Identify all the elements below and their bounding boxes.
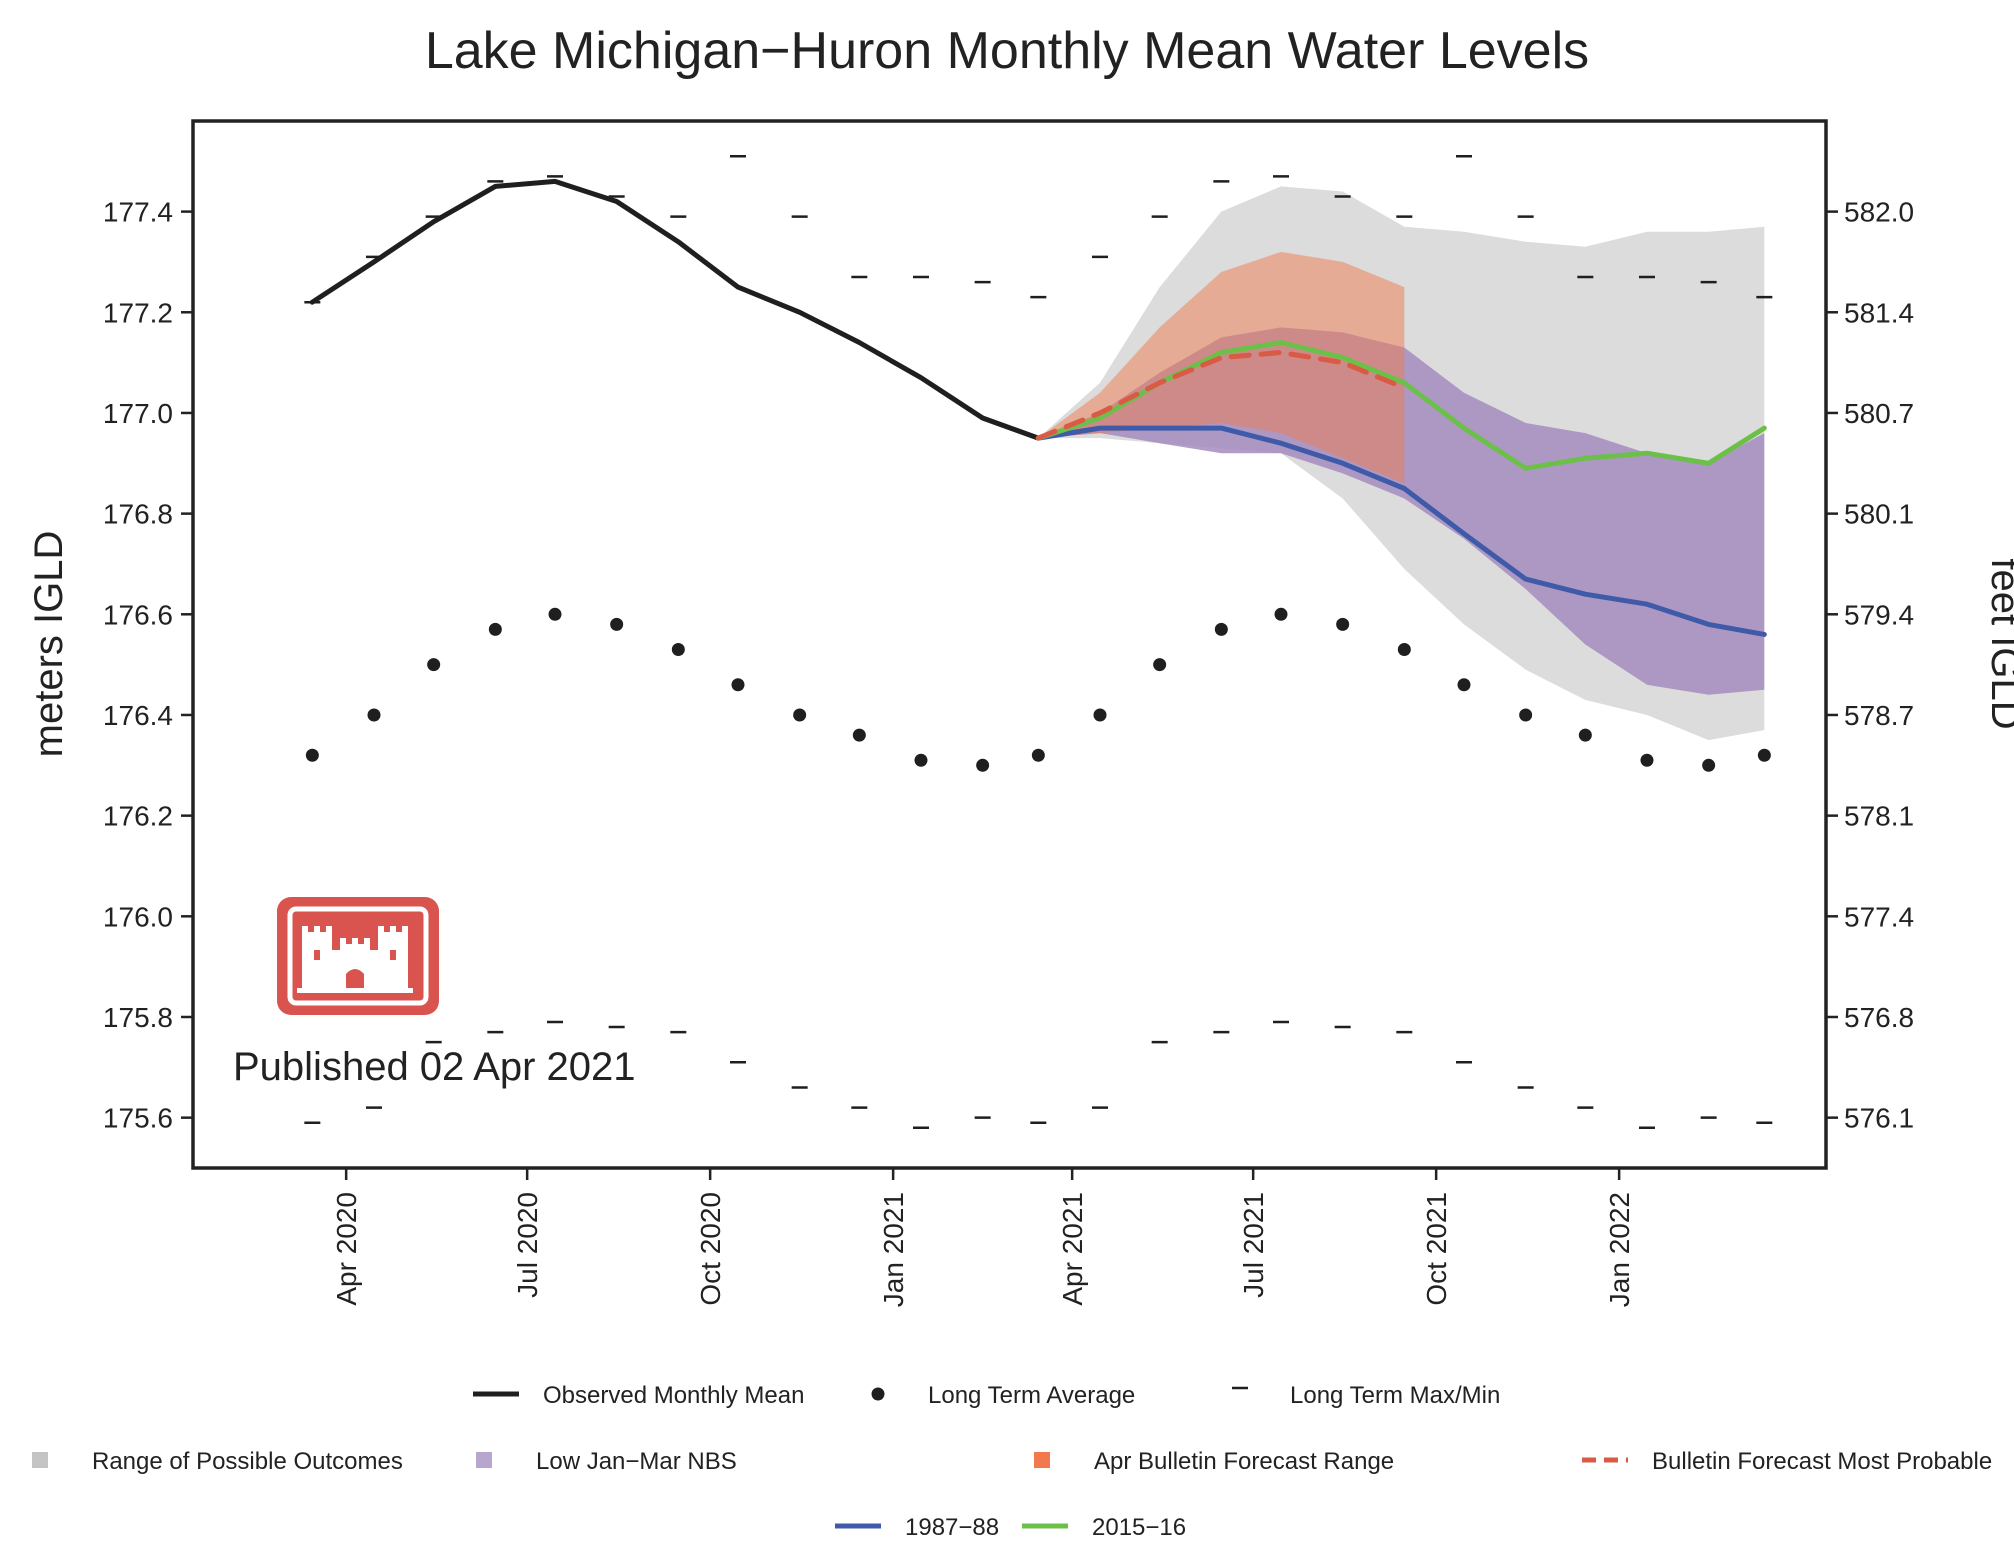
apr-bulletin-forecast-range-band bbox=[1038, 251, 1405, 484]
long-term-average-point bbox=[914, 753, 928, 767]
long-term-average-point bbox=[610, 617, 624, 631]
x-tick-label: Jul 2021 bbox=[1238, 1192, 1269, 1298]
legend-item-avg: Long Term Average bbox=[871, 1382, 1135, 1409]
x-tick-label: Apr 2021 bbox=[1057, 1192, 1088, 1306]
plot-area bbox=[304, 154, 1773, 1129]
x-tick-label: Oct 2021 bbox=[1421, 1192, 1452, 1306]
long-term-average-point bbox=[1031, 748, 1045, 762]
y-tick-label: 177.2 bbox=[103, 297, 173, 328]
y2-tick-label: 580.1 bbox=[1844, 499, 1914, 530]
legend-swatch bbox=[1034, 1452, 1050, 1468]
legend-item-range: Range of Possible Outcomes bbox=[32, 1448, 403, 1475]
x-tick-label: Apr 2020 bbox=[331, 1192, 362, 1306]
y2-tick-label: 581.4 bbox=[1844, 297, 1914, 328]
long-term-average-point bbox=[1578, 728, 1592, 742]
y2-tick-label: 577.4 bbox=[1844, 901, 1914, 932]
legend-swatch bbox=[871, 1387, 885, 1401]
y2-tick-label: 580.7 bbox=[1844, 398, 1914, 429]
legend-label: Apr Bulletin Forecast Range bbox=[1094, 1448, 1394, 1475]
long-term-average-point bbox=[976, 758, 990, 772]
legend-item-nbs: Low Jan−Mar NBS bbox=[476, 1448, 737, 1475]
legend-item-observed: Observed Monthly Mean bbox=[473, 1382, 804, 1409]
legend-item-most_probable: Bulletin Forecast Most Probable bbox=[1582, 1448, 1992, 1475]
y-tick-label: 176.6 bbox=[103, 599, 173, 630]
legend-item-s1987: 1987−88 bbox=[835, 1514, 999, 1541]
legend-label: 2015−16 bbox=[1092, 1514, 1186, 1541]
long-term-average-point bbox=[305, 748, 319, 762]
y-tick-label: 176.8 bbox=[103, 499, 173, 530]
bulletin-forecast-most-probable-line bbox=[1035, 350, 1407, 441]
long-term-average-point bbox=[1336, 617, 1350, 631]
legend-label: Bulletin Forecast Most Probable bbox=[1652, 1448, 1992, 1475]
legend-swatch bbox=[476, 1452, 492, 1468]
legend-swatch bbox=[32, 1452, 48, 1468]
long-term-average-point bbox=[1640, 753, 1654, 767]
y2-tick-label: 582.0 bbox=[1844, 197, 1914, 228]
usace-castle-icon bbox=[277, 897, 439, 1015]
y-tick-label: 176.2 bbox=[103, 801, 173, 832]
long-term-average-point bbox=[731, 678, 745, 692]
long-term-average-point bbox=[1519, 708, 1533, 722]
legend-label: Low Jan−Mar NBS bbox=[536, 1448, 737, 1475]
x-tick-label: Jan 2021 bbox=[878, 1192, 909, 1307]
long-term-average-point bbox=[1757, 748, 1771, 762]
legend-item-s2015: 2015−16 bbox=[1022, 1514, 1186, 1541]
long-term-average-point bbox=[1214, 622, 1228, 636]
y-tick-label: 176.4 bbox=[103, 700, 173, 731]
long-term-average-point bbox=[1702, 758, 1716, 772]
long-term-average-point bbox=[367, 708, 381, 722]
y2-tick-label: 576.8 bbox=[1844, 1002, 1914, 1033]
axes: 175.6 576.1 175.8 576.8 176.0 577.4 176.2 578.1… bbox=[103, 197, 1914, 1308]
y2-tick-label: 579.4 bbox=[1844, 599, 1914, 630]
plot-frame bbox=[191, 119, 1828, 1170]
y-tick-label: 175.6 bbox=[103, 1103, 173, 1134]
long-term-average-point bbox=[1397, 643, 1411, 657]
y-tick-label: 177.4 bbox=[103, 197, 173, 228]
long-term-average-point bbox=[427, 658, 441, 672]
published-date: Published 02 Apr 2021 bbox=[233, 1045, 636, 1089]
x-tick-label: Jan 2022 bbox=[1604, 1192, 1635, 1307]
series-1987-88-line bbox=[1035, 425, 1767, 637]
legend-label: Long Term Max/Min bbox=[1290, 1382, 1500, 1409]
x-tick-label: Oct 2020 bbox=[695, 1192, 726, 1306]
long-term-average-point bbox=[1274, 607, 1288, 621]
long-term-average-point bbox=[548, 607, 562, 621]
long-term-average-point bbox=[488, 622, 502, 636]
long-term-average-point bbox=[852, 728, 866, 742]
chart-title: Lake Michigan−Huron Monthly Mean Water L… bbox=[425, 22, 1589, 80]
legend-label: Long Term Average bbox=[928, 1382, 1135, 1409]
long-term-average-point bbox=[1457, 678, 1471, 692]
y-tick-label: 177.0 bbox=[103, 398, 173, 429]
y-axis-label: meters IGLD bbox=[27, 531, 71, 758]
y2-axis-label: feet IGLD bbox=[1983, 558, 2014, 729]
legend-label: Observed Monthly Mean bbox=[543, 1382, 804, 1409]
y2-tick-label: 578.1 bbox=[1844, 801, 1914, 832]
long-term-average-point bbox=[1093, 708, 1107, 722]
y2-tick-label: 578.7 bbox=[1844, 700, 1914, 731]
x-tick-label: Jul 2020 bbox=[512, 1192, 543, 1298]
legend-item-maxmin: Long Term Max/Min bbox=[1232, 1382, 1500, 1409]
long-term-average-point bbox=[671, 643, 685, 657]
legend-label: 1987−88 bbox=[905, 1514, 999, 1541]
y2-tick-label: 576.1 bbox=[1844, 1103, 1914, 1134]
y-tick-label: 175.8 bbox=[103, 1002, 173, 1033]
legend: Observed Monthly Mean Long Term Average Lo… bbox=[32, 1382, 1992, 1541]
observed-monthly-mean-line bbox=[309, 178, 1041, 441]
long-term-average-point bbox=[793, 708, 807, 722]
y-tick-label: 176.0 bbox=[103, 901, 173, 932]
legend-label: Range of Possible Outcomes bbox=[92, 1448, 403, 1475]
legend-item-bulletin_range: Apr Bulletin Forecast Range bbox=[1034, 1448, 1394, 1475]
long-term-average-point bbox=[1153, 658, 1167, 672]
